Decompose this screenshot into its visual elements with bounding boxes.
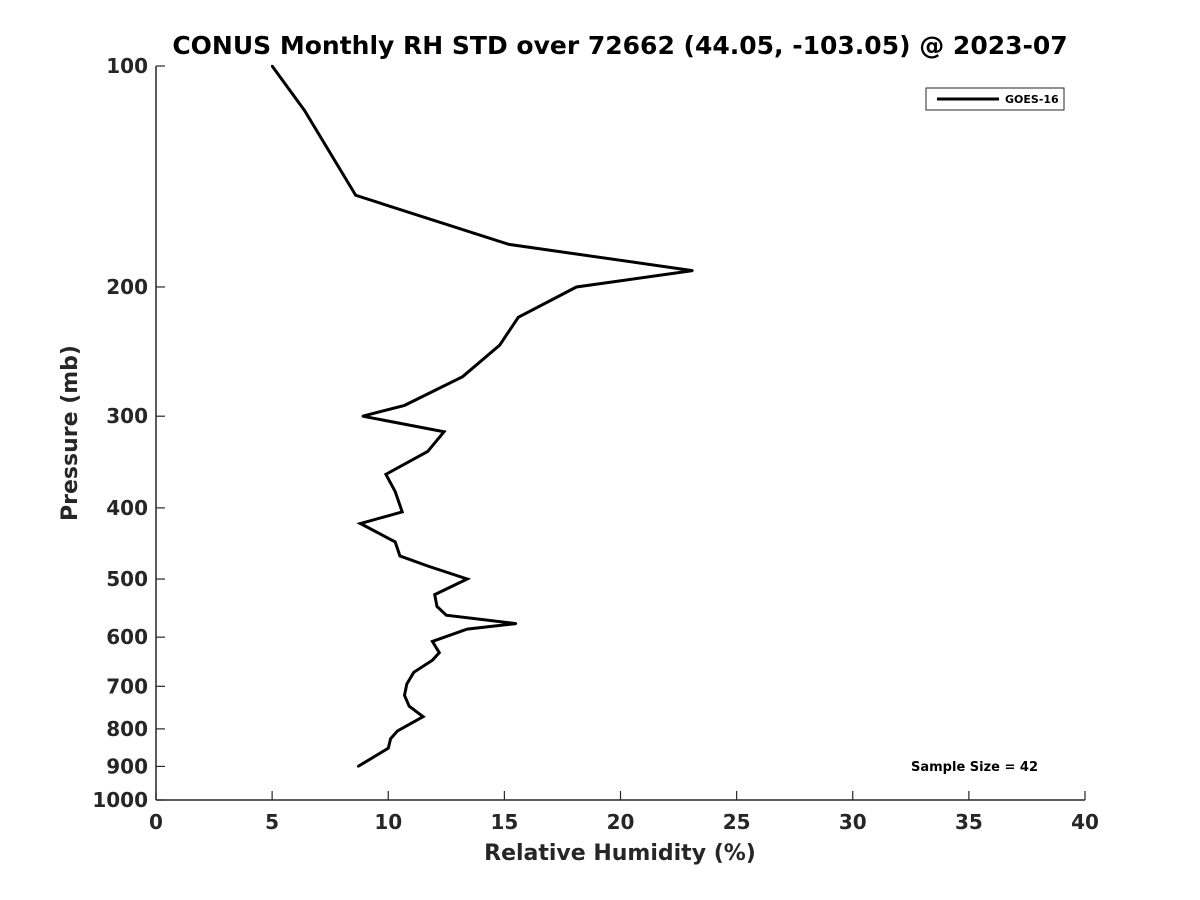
data-point — [461, 375, 464, 378]
data-point — [431, 659, 434, 662]
data-point — [394, 540, 397, 544]
y-ticks: 100 200 300 400 500 600 700 800 900 1000 — [92, 54, 165, 812]
data-point — [403, 404, 406, 407]
axes — [155, 66, 1085, 801]
y-tick-label: 500 — [106, 567, 148, 591]
data-point — [575, 285, 578, 289]
data-point — [389, 737, 392, 740]
data-point — [354, 194, 357, 197]
data-point — [387, 747, 390, 750]
data-point — [433, 593, 436, 596]
data-point — [398, 554, 402, 558]
data-point — [359, 522, 362, 525]
x-tick-label: 0 — [149, 810, 163, 834]
x-tick-label: 5 — [265, 810, 279, 834]
data-point — [466, 577, 469, 581]
data-point — [466, 627, 469, 631]
data-point — [445, 614, 448, 617]
y-tick-label: 1000 — [92, 788, 148, 812]
data-point — [412, 671, 415, 674]
x-tick-label: 15 — [490, 810, 518, 834]
data-point — [394, 490, 397, 493]
y-tick-label: 700 — [106, 674, 148, 698]
data-point — [421, 715, 425, 718]
y-tick-label: 900 — [106, 754, 148, 778]
x-tick-label: 40 — [1071, 810, 1099, 834]
x-tick-label: 10 — [374, 810, 402, 834]
y-tick-label: 400 — [106, 496, 148, 520]
legend-label: GOES-16 — [1005, 93, 1059, 106]
legend: GOES-16 — [925, 87, 1065, 111]
data-point — [498, 343, 501, 347]
data-point — [396, 729, 399, 733]
y-tick-label: 600 — [106, 625, 148, 649]
data-point — [442, 430, 446, 433]
x-tick-label: 20 — [607, 810, 635, 834]
y-tick-label: 300 — [106, 404, 148, 428]
x-ticks: 0 5 10 15 20 25 30 35 40 — [149, 791, 1099, 834]
x-tick-label: 25 — [723, 810, 751, 834]
data-point — [408, 705, 411, 708]
data-point — [356, 765, 360, 768]
data-point — [514, 622, 518, 625]
y-tick-label: 200 — [106, 275, 148, 299]
data-point — [384, 473, 388, 476]
data-point — [303, 109, 306, 112]
data-point — [361, 415, 364, 418]
data-point — [426, 564, 429, 568]
data-point — [403, 694, 406, 697]
x-axis-label: Relative Humidity (%) — [484, 841, 756, 866]
y-tick-label: 800 — [106, 717, 148, 741]
sample-size-annotation: Sample Size = 42 — [911, 760, 1038, 775]
data-point — [426, 450, 429, 453]
data-point — [435, 605, 439, 608]
x-tick-label: 30 — [839, 810, 867, 834]
data-point — [431, 640, 434, 643]
chart-title: CONUS Monthly RH STD over 72662 (44.05, … — [172, 31, 1067, 60]
data-point — [507, 243, 511, 246]
data-point — [517, 316, 520, 319]
y-axis-label: Pressure (mb) — [58, 345, 83, 521]
data-point — [438, 651, 441, 654]
data-point — [405, 682, 408, 686]
y-tick-label: 100 — [106, 54, 148, 78]
data-point — [691, 269, 694, 272]
data-point — [401, 510, 404, 514]
x-tick-label: 35 — [955, 810, 983, 834]
series-group — [270, 64, 694, 768]
data-point — [270, 64, 274, 68]
series-line-goes-16 — [270, 65, 693, 768]
